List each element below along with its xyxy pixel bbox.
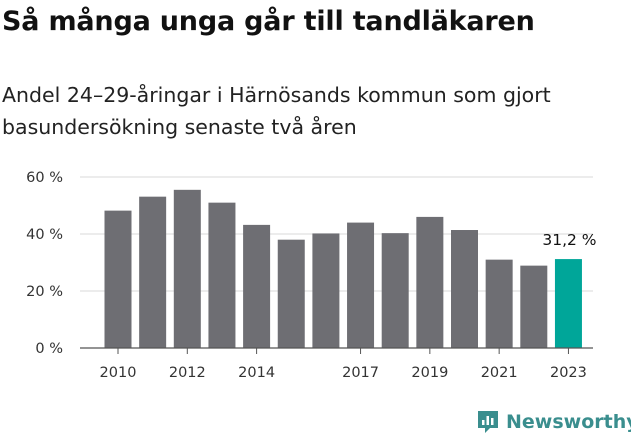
bar [104, 210, 132, 348]
bars [104, 189, 582, 348]
x-tick-label: 2012 [169, 365, 206, 381]
bar [208, 202, 236, 348]
brand-name: Newsworthy [506, 411, 631, 433]
x-tick-label: 2019 [411, 365, 448, 381]
bar [520, 265, 548, 348]
chart-title: Så många unga går till tandläkaren [2, 6, 535, 37]
axes: 0 % 20 % 40 % 60 % 2010 2012 2014 2017 2019 2021 2… [26, 170, 593, 381]
y-tick-label: 20 % [26, 284, 63, 300]
bar [312, 233, 340, 348]
y-tick-label: 40 % [26, 227, 63, 243]
y-tick-label: 0 % [35, 341, 63, 357]
chart-subtitle: Andel 24–29-åringar i Härnösands kommun … [2, 83, 551, 139]
bar [139, 196, 167, 348]
bar-highlight [554, 259, 582, 348]
bar [381, 233, 409, 348]
newsworthy-brand: Newsworthy [476, 407, 631, 437]
x-tick-label: 2023 [550, 365, 587, 381]
bar [485, 259, 513, 348]
x-tick-label: 2010 [100, 365, 137, 381]
newsworthy-logo-icon [478, 411, 498, 433]
bar [277, 239, 305, 348]
bar [347, 222, 375, 348]
bar [451, 230, 478, 348]
y-tick-label: 60 % [26, 170, 63, 186]
data-labels: 31,2 % [542, 231, 596, 249]
x-tick-label: 2021 [481, 365, 518, 381]
bar [243, 224, 271, 348]
bar [173, 189, 201, 348]
x-tick-label: 2017 [342, 365, 379, 381]
x-tick-label: 2014 [238, 365, 275, 381]
bar [416, 216, 444, 348]
data-label-highlight: 31,2 % [542, 231, 596, 249]
